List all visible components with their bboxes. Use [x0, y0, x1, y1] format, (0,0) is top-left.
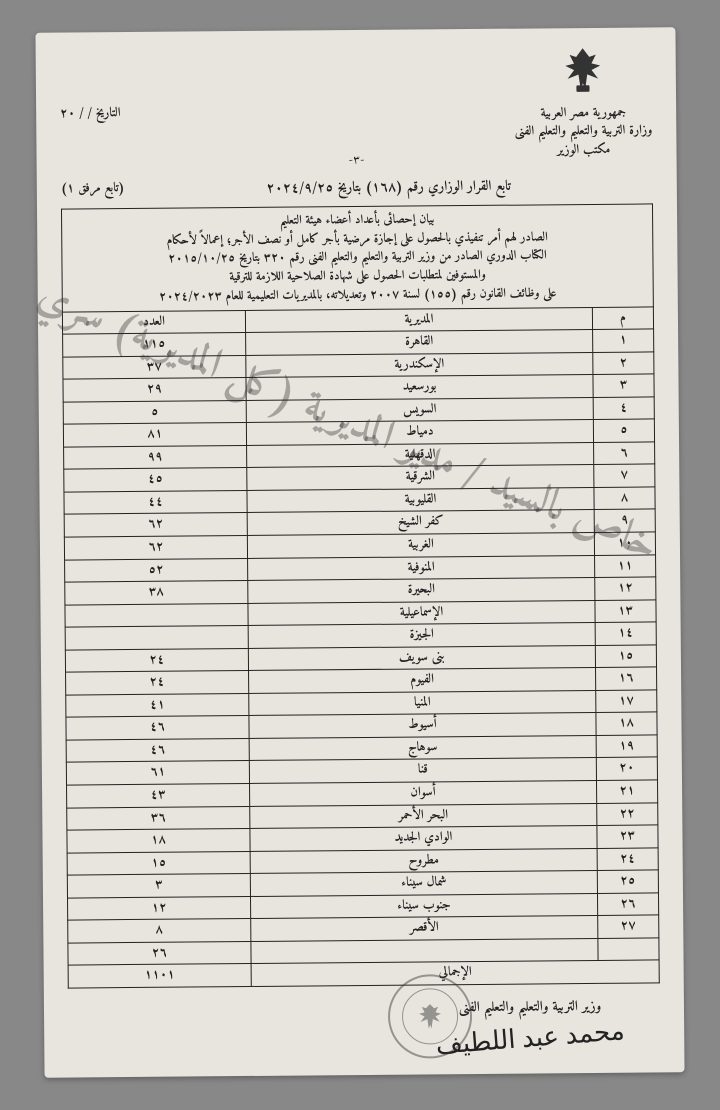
cell-dir: أسيوط — [249, 713, 596, 739]
cell-dir: دمياط — [246, 420, 593, 446]
col-header-count: العدد — [62, 310, 245, 334]
cell-dir: كفر الشيخ — [247, 510, 594, 536]
letterhead-line3: مكتب الوزير — [515, 141, 653, 160]
cell-num: ٦ — [594, 442, 655, 465]
cell-num: ٧ — [594, 464, 655, 487]
cell-dir: البحر الأحمر — [250, 803, 597, 829]
statistics-table: بيان إحصائى بأعداد أعضاء هيئة التعليمالص… — [61, 203, 660, 988]
cell-dir: شمال سيناء — [250, 871, 597, 897]
cell-dir: مطروح — [250, 848, 597, 874]
cell-dir: القاهرة — [246, 330, 593, 356]
stamp-inner-icon — [402, 988, 458, 1044]
cell-dir: سوهاج — [249, 735, 596, 761]
cell-count: ١٨ — [67, 829, 250, 853]
cell-dir: المنوفية — [248, 555, 595, 581]
cell-num: ٢٠ — [596, 757, 657, 780]
cell-count: ٩٩ — [64, 445, 247, 469]
cell-dir: المنيا — [249, 690, 596, 716]
cell-num: ٢٦ — [597, 893, 658, 916]
cell-count: ٢٤ — [66, 671, 249, 695]
cell-count: ٣ — [67, 874, 250, 898]
cell-count: ٥ — [63, 400, 246, 424]
cell-count — [65, 603, 248, 627]
cell-dir: الإسماعيلية — [248, 600, 595, 626]
table-total-row: الإجمالي ١١٠١ — [68, 960, 659, 988]
col-header-dir: المديرية — [245, 307, 592, 333]
eagle-emblem-icon — [561, 46, 605, 94]
cell-count: ٥٢ — [65, 558, 248, 582]
cell-count: ٤٥ — [64, 468, 247, 492]
cell-num: ٥ — [593, 419, 654, 442]
cell-dir: البحيرة — [248, 578, 595, 604]
cell-num: ٢٢ — [597, 802, 658, 825]
stamp-icon — [388, 974, 473, 1059]
cell-num: ٩ — [594, 509, 655, 532]
cell-num: ١٣ — [595, 600, 656, 623]
cell-dir: جنوب سيناء — [250, 893, 597, 919]
cell-num: ٢٣ — [597, 825, 658, 848]
cell-num: ١٧ — [596, 690, 657, 713]
cell-num: ١٠ — [594, 532, 655, 555]
cell-count — [65, 626, 248, 650]
cell-dir: الإسكندرية — [246, 352, 593, 378]
cell-num: ٣ — [593, 374, 654, 397]
cell-num: ١ — [593, 329, 654, 352]
date-label: التاريخ / / ٢٠ — [60, 102, 121, 126]
cell-num: ٨ — [594, 487, 655, 510]
cell-num: ١١ — [595, 554, 656, 577]
cell-dir: الغربية — [247, 532, 594, 558]
cell-dir: الجيزة — [248, 623, 595, 649]
cell-count: ٦٢ — [64, 513, 247, 537]
cell-count: ٤٤ — [64, 490, 247, 514]
cell-count: ٨ — [68, 919, 251, 943]
footer: وزير التربية والتعليم والتعليم الفنى محم… — [68, 993, 660, 1057]
cell-num: ٢٤ — [597, 848, 658, 871]
cell-dir: الفيوم — [249, 668, 596, 694]
cell-num: ١٦ — [596, 667, 657, 690]
cell-dir: الدقهلية — [247, 442, 594, 468]
cell-num: ١٢ — [595, 577, 656, 600]
col-header-num: م — [592, 306, 653, 329]
cell-dir: بورسعيد — [246, 375, 593, 401]
cell-count: ٤٦ — [66, 716, 249, 740]
cell-dir: أسوان — [250, 780, 597, 806]
cell-dir: الأقصر — [251, 916, 598, 942]
decision-main: تابع القرار الوزاري رقم (١٦٨) بتاريخ ٢٠٢… — [266, 173, 511, 200]
total-value: ١١٠١ — [68, 964, 251, 988]
cell-num: ١٨ — [596, 712, 657, 735]
cell-count: ١١٥ — [63, 333, 246, 357]
cell-count: ٣٨ — [65, 581, 248, 605]
document-page: { "letterhead": { "line1": "جمهورية مصر … — [35, 27, 684, 1077]
cell-count: ٣٧ — [63, 355, 246, 379]
cell-num: ٢٧ — [598, 915, 659, 938]
cell-count: ٨١ — [63, 423, 246, 447]
letterhead: جمهورية مصر العربية وزارة التربية والتعل… — [514, 45, 653, 160]
cell-count: ٤١ — [66, 693, 249, 717]
cell-dir: الوادي الجديد — [250, 826, 597, 852]
cell-dir: الشرقية — [247, 465, 594, 491]
annex-note: (تابع مرفق ١) — [61, 177, 125, 201]
cell-num: ١٥ — [595, 645, 656, 668]
cell-count: ٦٢ — [64, 535, 247, 559]
decision-line: (تابع مرفق ١) تابع القرار الوزاري رقم (١… — [61, 172, 653, 202]
cell-dir: القليوبية — [247, 487, 594, 513]
table-header-block: بيان إحصائى بأعداد أعضاء هيئة التعليمالص… — [61, 204, 653, 312]
cell-num: ٢ — [593, 352, 654, 375]
cell-dir: بنى سويف — [248, 645, 595, 671]
cell-num: ٢١ — [596, 780, 657, 803]
cell-dir: السويس — [246, 397, 593, 423]
cell-num: ١٩ — [596, 735, 657, 758]
cell-count: ٤٦ — [66, 738, 249, 762]
cell-count: ٦١ — [66, 761, 249, 785]
cell-num: ٤ — [593, 397, 654, 420]
cell-count: ٢٩ — [63, 378, 246, 402]
cell-count: ١٥ — [67, 851, 250, 875]
cell-num: ٢٥ — [597, 870, 658, 893]
cell-count: ٤٣ — [67, 783, 250, 807]
cell-count: ٢٤ — [65, 648, 248, 672]
cell-num: ١٤ — [595, 622, 656, 645]
cell-dir: قنا — [249, 758, 596, 784]
cell-count: ٣٦ — [67, 806, 250, 830]
cell-count: ١٢ — [68, 896, 251, 920]
